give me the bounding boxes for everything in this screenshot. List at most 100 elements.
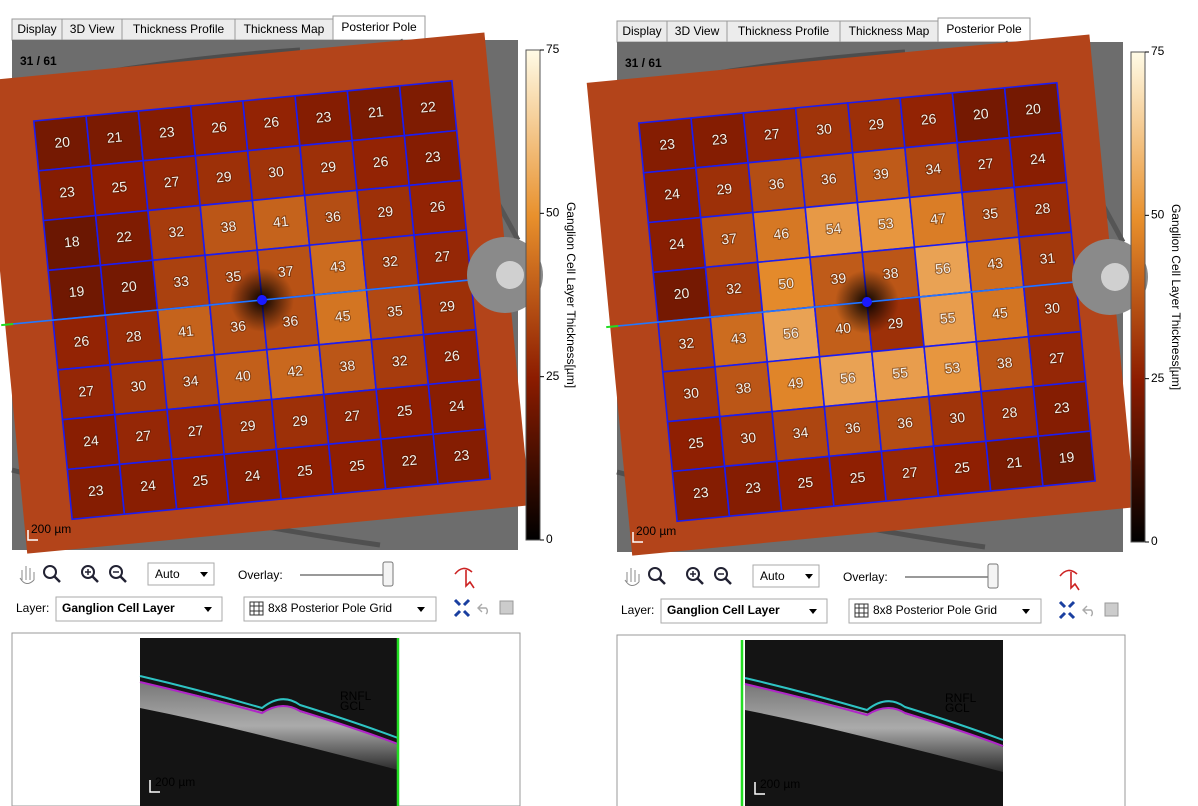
grid-value: 28 (125, 327, 142, 344)
grid-value: 23 (87, 482, 104, 499)
grid-value: 21 (1006, 454, 1023, 471)
grid-value: 27 (344, 407, 361, 424)
grid-value: 35 (386, 302, 403, 319)
grid-type: 8x8 Posterior Pole Grid (873, 603, 997, 617)
grid-value: 30 (683, 384, 700, 401)
map-scale: 200 µm (31, 522, 71, 536)
grid-value: 27 (763, 125, 780, 142)
tab-label[interactable]: Posterior Pole (946, 22, 1022, 36)
grid-value: 25 (349, 457, 366, 474)
grid-value: 29 (320, 158, 337, 175)
undo-icon[interactable] (1083, 606, 1092, 616)
map-scale: 200 µm (636, 524, 676, 538)
grid-value: 19 (1058, 449, 1075, 466)
slice-number: 31 / 61 (20, 54, 57, 68)
grid-value: 41 (272, 213, 289, 230)
layer-value: Ganglion Cell Layer (667, 603, 780, 617)
pan-tool[interactable] (20, 566, 34, 584)
grid-value: 39 (873, 165, 890, 182)
grid-value: 41 (177, 322, 194, 339)
grid-value: 38 (882, 265, 899, 282)
pan-tool[interactable] (625, 568, 639, 586)
grid-value: 29 (291, 412, 308, 429)
colorbar-tick-label: 75 (546, 42, 560, 56)
grid-value: 38 (220, 218, 237, 235)
grid-value: 25 (396, 402, 413, 419)
grid-value: 37 (277, 263, 294, 280)
undo-icon[interactable] (478, 604, 487, 614)
grid-value: 55 (939, 309, 956, 326)
zoom-handle (54, 576, 60, 582)
layer-label: Layer: (621, 603, 654, 617)
grid-value: 28 (1034, 200, 1051, 217)
tab-label[interactable]: Thickness Profile (738, 24, 830, 38)
grid-value: 31 (1039, 249, 1056, 266)
grid-value: 27 (187, 422, 204, 439)
grid-value: 23 (1053, 399, 1070, 416)
tab-label[interactable]: Thickness Profile (133, 22, 225, 36)
scan-line-start (1, 324, 13, 325)
grid-value: 26 (263, 113, 280, 130)
grid-value: 32 (168, 223, 185, 240)
slider-thumb[interactable] (988, 564, 998, 588)
scan-line-start (606, 326, 618, 327)
grid-value: 27 (163, 173, 180, 190)
grid-value: 29 (215, 168, 232, 185)
grid-value: 30 (268, 163, 285, 180)
grid-value: 25 (296, 462, 313, 479)
grid-value: 27 (1048, 349, 1065, 366)
grid-value: 20 (673, 285, 690, 302)
grid-value: 30 (949, 409, 966, 426)
grid-value: 30 (740, 429, 757, 446)
fit-icon[interactable] (1060, 602, 1074, 618)
grid-value: 27 (901, 464, 918, 481)
grid-value: 20 (54, 133, 71, 150)
grid-value: 36 (844, 419, 861, 436)
grid-value: 47 (930, 210, 947, 227)
tab-label[interactable]: 3D View (70, 22, 115, 36)
grid-value: 21 (367, 103, 384, 120)
colorbar-label: Ganglion Cell Layer Thickness[µm] (564, 202, 578, 388)
panel: Display 3D View Thickness Profile Thickness… (583, 18, 1183, 806)
colorbar-label: Ganglion Cell Layer Thickness[µm] (1169, 204, 1183, 390)
colorbar-tick-label: 50 (1151, 208, 1165, 222)
grid-value: 45 (991, 304, 1008, 321)
grid-value: 23 (453, 447, 470, 464)
grid-value: 36 (230, 317, 247, 334)
tab-label[interactable]: Thickness Map (849, 24, 930, 38)
tab-label[interactable]: Posterior Pole (341, 20, 417, 34)
grid-value: 23 (744, 479, 761, 496)
grid-value: 29 (716, 180, 733, 197)
grid-value: 19 (68, 283, 85, 300)
grid-value: 35 (225, 268, 242, 285)
grid-value: 25 (797, 474, 814, 491)
grid-value: 38 (735, 379, 752, 396)
pointer-tool[interactable] (1060, 570, 1079, 590)
tab-label[interactable]: Display (17, 22, 56, 36)
grid-value: 24 (139, 477, 156, 494)
colorbar-tick-label: 75 (1151, 44, 1165, 58)
pointer-tool[interactable] (455, 568, 474, 588)
fit-icon[interactable] (455, 600, 469, 616)
zoom-handle (120, 576, 126, 582)
grid-value: 23 (711, 130, 728, 147)
grid-value: 30 (815, 120, 832, 137)
grid-value: 35 (982, 205, 999, 222)
grid-value: 23 (158, 123, 175, 140)
save-icon[interactable] (1105, 603, 1118, 616)
bscan-scale: 200 µm (760, 777, 800, 791)
tab-label[interactable]: Thickness Map (244, 22, 325, 36)
grid-value: 22 (116, 228, 133, 245)
zoom-handle (92, 576, 98, 582)
colorbar-tick-label: 0 (546, 532, 553, 546)
grid-value: 56 (839, 369, 856, 386)
tab-label[interactable]: Display (622, 24, 661, 38)
tab-label[interactable]: 3D View (675, 24, 720, 38)
slider-thumb[interactable] (383, 562, 393, 586)
grid-value: 22 (419, 98, 436, 115)
grid-value: 43 (329, 258, 346, 275)
grid-value: 32 (391, 352, 408, 369)
overlay-label: Overlay: (843, 570, 888, 584)
grid-value: 27 (434, 247, 451, 264)
save-icon[interactable] (500, 601, 513, 614)
